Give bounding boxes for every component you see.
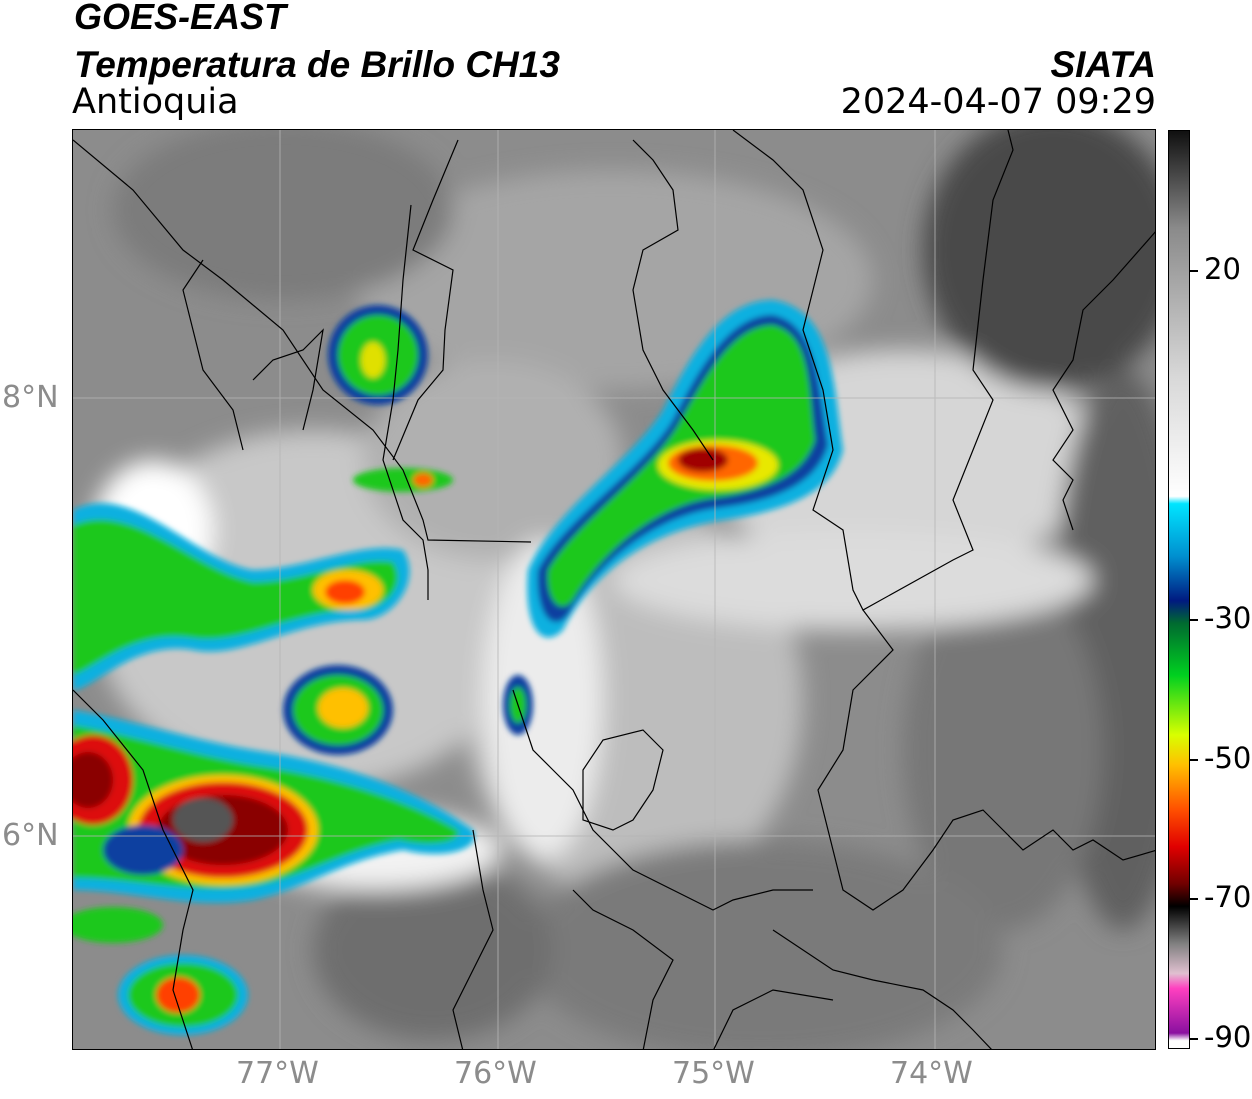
- lon-label-74w: 74°W: [890, 1056, 973, 1091]
- lon-label-75w: 75°W: [672, 1056, 755, 1091]
- political-boundaries: [73, 130, 1155, 1049]
- colorbar-label: 20: [1204, 252, 1241, 286]
- colorbar-tick: [1190, 898, 1198, 900]
- product-title: Temperatura de Brillo CH13: [74, 44, 560, 85]
- brightness-temperature-image: [73, 130, 1155, 1049]
- colorbar-label: -50: [1204, 741, 1252, 775]
- colorbar: [1168, 130, 1190, 1049]
- colorbar-tick: [1190, 759, 1198, 761]
- colorbar-label: -70: [1204, 880, 1252, 914]
- colorbar-tick: [1190, 270, 1198, 272]
- organization-label: SIATA: [1050, 44, 1156, 85]
- lat-label-8n: 8°N: [2, 380, 59, 415]
- colorbar-label: -90: [1204, 1020, 1252, 1054]
- lon-label-76w: 76°W: [454, 1056, 537, 1091]
- satellite-title: GOES-EAST: [74, 0, 287, 37]
- region-label: Antioquia: [72, 82, 239, 122]
- colorbar-tick: [1190, 1038, 1198, 1040]
- lon-label-77w: 77°W: [236, 1056, 319, 1091]
- lat-label-6n: 6°N: [2, 818, 59, 853]
- satellite-map[interactable]: [72, 129, 1156, 1050]
- colorbar-tick: [1190, 619, 1198, 621]
- graticule: [73, 130, 1155, 1049]
- colorbar-label: -30: [1204, 601, 1252, 635]
- cold-cloud-tops: [73, 300, 843, 1035]
- datetime-label: 2024-04-07 09:29: [840, 82, 1156, 122]
